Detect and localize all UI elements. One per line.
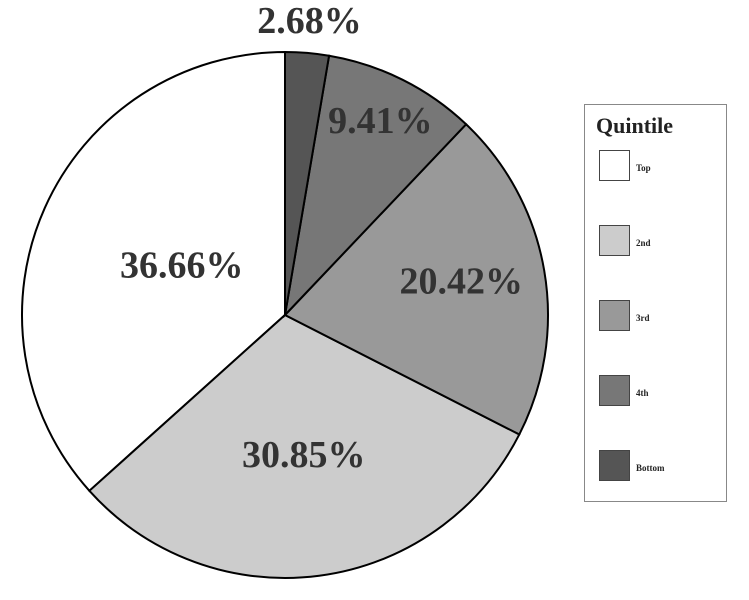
legend-title: Quintile xyxy=(596,113,673,138)
pie-slice xyxy=(21,50,286,493)
slice-label: 36.66% xyxy=(120,245,244,287)
slice-label: 2.68% xyxy=(257,0,362,42)
slice-label: 30.85% xyxy=(242,434,366,476)
legend-swatch xyxy=(599,450,630,481)
legend-swatch xyxy=(599,375,630,406)
pie-slice xyxy=(283,54,468,319)
legend-swatch xyxy=(599,225,630,256)
slice-label: 9.41% xyxy=(328,100,433,142)
legend-label: Bottom xyxy=(636,463,665,473)
pie-slice xyxy=(284,50,331,316)
pie-slice xyxy=(283,122,549,436)
slice-label: 20.42% xyxy=(400,260,524,302)
legend-swatch xyxy=(599,150,630,181)
legend-label: 3rd xyxy=(636,313,650,323)
legend-label: 2nd xyxy=(636,238,651,248)
legend-label: 4th xyxy=(636,388,649,398)
legend-swatch xyxy=(599,300,630,331)
legend-label: Top xyxy=(636,163,651,173)
